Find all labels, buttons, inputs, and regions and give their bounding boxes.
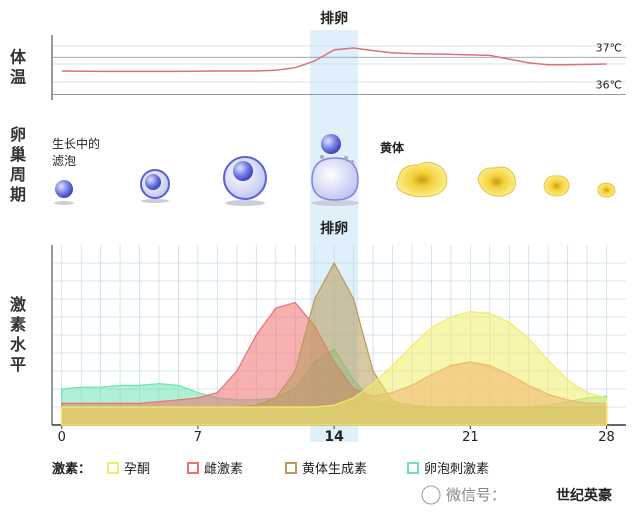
x-tick-label: 14 bbox=[324, 429, 344, 445]
follicles bbox=[54, 134, 359, 206]
legend-label: 雌激素 bbox=[204, 461, 243, 477]
corpus-label: 黄体 bbox=[380, 140, 405, 155]
legend-label: 卵泡刺激素 bbox=[424, 462, 489, 477]
y-tick-label: 36℃ bbox=[596, 78, 622, 91]
legend-swatch bbox=[285, 462, 297, 474]
watermark-prefix: 微信号： bbox=[446, 486, 506, 504]
legend-swatch bbox=[187, 462, 199, 474]
x-tick-label: 7 bbox=[194, 430, 202, 445]
x-tick-label: 28 bbox=[598, 430, 615, 445]
chart-title: 排卵 bbox=[320, 10, 348, 27]
chart-title: 排卵 bbox=[320, 220, 348, 237]
y-label: 激素水平 bbox=[10, 295, 27, 374]
chart: 体温 37℃ 36℃ bbox=[9, 35, 626, 100]
legend-label: 孕酮 bbox=[124, 462, 150, 477]
y-tick-label: 37℃ bbox=[596, 41, 622, 54]
x-tick-label: 21 bbox=[462, 430, 479, 445]
temperature-line bbox=[61, 47, 607, 73]
watermark-name: 世纪英豪 bbox=[556, 487, 612, 504]
x-tick-label: 0 bbox=[58, 430, 66, 445]
legend-title: 激素： bbox=[52, 461, 91, 477]
legend-swatch bbox=[407, 462, 419, 474]
watermark: 微信号： 世纪英豪 bbox=[421, 485, 612, 505]
y-label: 体温 bbox=[9, 48, 27, 87]
corpus-luteum bbox=[396, 161, 616, 198]
follicle-label: 生长中的滤泡 bbox=[52, 136, 100, 168]
legend-label: 黄体生成素 bbox=[302, 462, 367, 477]
chart: 激素水平 0 7 14 21 28 激素： 孕酮 雌激素 黄体生成素 卵泡刺激素 bbox=[10, 245, 626, 477]
section-label: 卵巢周期 bbox=[9, 125, 27, 204]
hormone-area bbox=[61, 310, 608, 426]
legend-swatch bbox=[107, 462, 119, 474]
